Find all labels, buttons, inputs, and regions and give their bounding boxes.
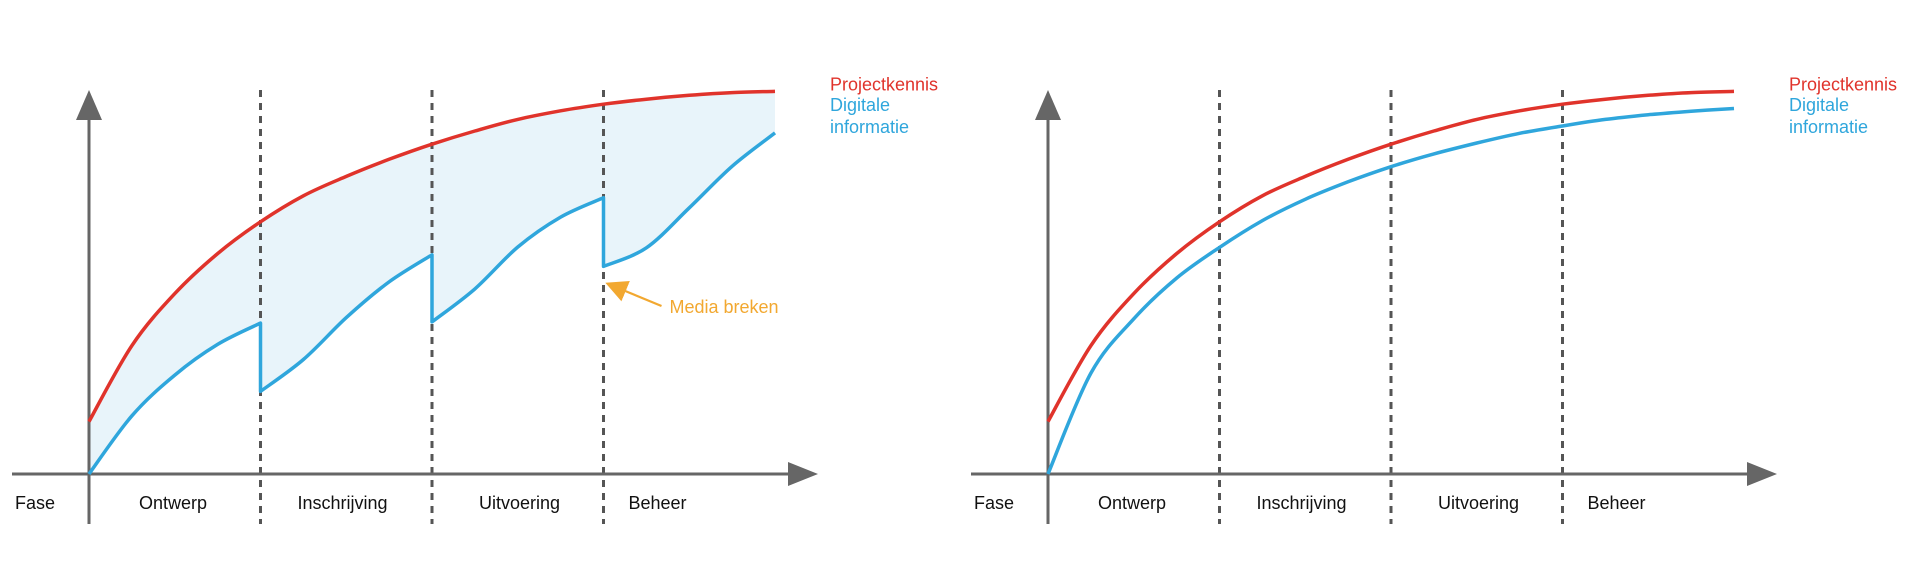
y-axis-arrowhead xyxy=(1035,90,1061,120)
phase-label-beheer: Beheer xyxy=(1588,493,1646,513)
phase-label-ontwerp: Ontwerp xyxy=(1098,493,1166,513)
phase-label-ontwerp: Ontwerp xyxy=(139,493,207,513)
phase-label-uitvoering: Uitvoering xyxy=(479,493,560,513)
y-axis-arrowhead xyxy=(76,90,102,120)
x-axis-arrowhead xyxy=(1747,462,1777,486)
x-axis-label: Fase xyxy=(15,493,55,513)
annotation-media-breken: Media breken xyxy=(670,297,779,317)
phase-label-inschrijving: Inschrijving xyxy=(1257,493,1347,513)
series-label-projectkennis: Projectkennis xyxy=(830,74,938,94)
series-label-projectkennis: Projectkennis xyxy=(1789,74,1897,94)
series-line-digitale-informatie xyxy=(1046,106,1735,475)
x-axis-label: Fase xyxy=(974,493,1014,513)
x-axis-arrowhead xyxy=(788,462,818,486)
series-label-digitale-informatie-line2: informatie xyxy=(830,117,909,137)
arrow-pointer-icon xyxy=(605,281,662,308)
series-line-digitale-informatie xyxy=(87,131,777,476)
series-label-digitale-informatie-line2: informatie xyxy=(1789,117,1868,137)
phase-label-beheer: Beheer xyxy=(629,493,687,513)
series-label-digitale-informatie-line1: Digitale xyxy=(830,95,890,115)
series-label-digitale-informatie-line1: Digitale xyxy=(1789,95,1849,115)
phase-label-inschrijving: Inschrijving xyxy=(298,493,388,513)
series-line-projectkennis xyxy=(1046,89,1735,423)
panel-right: Fase Ontwerp Inschrijving Uitvoering Beheer P… xyxy=(971,74,1897,524)
series-line-projectkennis xyxy=(87,89,776,423)
phase-label-uitvoering: Uitvoering xyxy=(1438,493,1519,513)
panel-left: Fase Ontwerp Inschrijving Uitvoering Beheer P… xyxy=(12,74,938,524)
